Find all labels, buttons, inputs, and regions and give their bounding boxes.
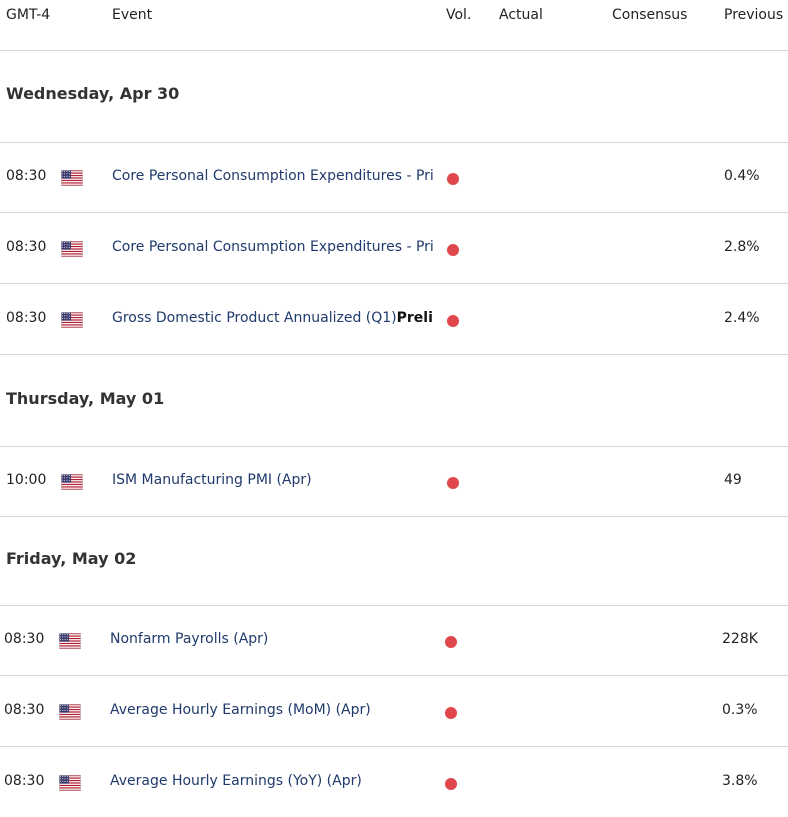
us-flag-icon: [61, 241, 83, 257]
previous-value: 2.4%: [724, 310, 760, 326]
event-title-suffix: Preli: [396, 310, 433, 326]
event-title: Average Hourly Earnings (MoM) (Apr): [110, 702, 371, 718]
event-name[interactable]: Nonfarm Payrolls (Apr): [110, 631, 268, 647]
event-name[interactable]: Gross Domestic Product Annualized (Q1)Pr…: [112, 310, 433, 326]
event-row[interactable]: 08:30 Core Personal Consumption Expenditu…: [0, 142, 788, 213]
previous-column-header: Previous: [724, 7, 784, 23]
event-name[interactable]: Core Personal Consumption Expenditures -…: [112, 239, 434, 255]
event-row[interactable]: 08:30 Average Hourly Earnings (MoM) (Apr)…: [0, 676, 788, 747]
event-time: 08:30: [4, 773, 45, 789]
event-time: 08:30: [6, 239, 47, 255]
us-flag-icon: [59, 704, 81, 720]
high-volatility-dot-icon: [447, 315, 459, 327]
event-title: Average Hourly Earnings (YoY) (Apr): [110, 773, 362, 789]
high-volatility-dot-icon: [445, 636, 457, 648]
event-name[interactable]: Average Hourly Earnings (YoY) (Apr): [110, 773, 362, 789]
event-row[interactable]: 08:30 Gross Domestic Product Annualized (…: [0, 284, 788, 355]
previous-value: 49: [724, 472, 742, 488]
day-label: Friday, May 02: [6, 549, 137, 568]
event-row[interactable]: 08:30 Average Hourly Earnings (YoY) (Apr)…: [0, 747, 788, 817]
event-title: ISM Manufacturing PMI (Apr): [112, 472, 312, 488]
us-flag-icon: [61, 474, 83, 490]
previous-value: 3.8%: [722, 773, 758, 789]
event-title: Nonfarm Payrolls (Apr): [110, 631, 269, 647]
high-volatility-dot-icon: [447, 477, 459, 489]
us-flag-icon: [61, 312, 83, 328]
event-time: 08:30: [6, 310, 47, 326]
high-volatility-dot-icon: [447, 173, 459, 185]
previous-value: 0.3%: [722, 702, 758, 718]
day-group-header: Wednesday, Apr 30: [0, 50, 788, 143]
day-group-header: Thursday, May 01: [0, 355, 788, 447]
event-row[interactable]: 08:30 Core Personal Consumption Expenditu…: [0, 213, 788, 284]
day-label: Thursday, May 01: [6, 388, 165, 408]
event-time: 10:00: [6, 472, 47, 488]
event-name[interactable]: ISM Manufacturing PMI (Apr): [112, 472, 312, 488]
event-time: 08:30: [4, 631, 45, 647]
consensus-column-header: Consensus: [612, 7, 688, 23]
event-row[interactable]: 10:00 ISM Manufacturing PMI (Apr) 49: [0, 446, 788, 517]
event-name[interactable]: Average Hourly Earnings (MoM) (Apr): [110, 702, 371, 718]
us-flag-icon: [59, 633, 81, 649]
event-column-header: Event: [112, 7, 153, 23]
day-label: Wednesday, Apr 30: [6, 84, 180, 103]
event-title: Core Personal Consumption Expenditures -…: [112, 168, 434, 184]
volatility-column-header: Vol.: [446, 7, 472, 23]
event-row[interactable]: 08:30 Nonfarm Payrolls (Apr) 228K: [0, 605, 788, 676]
event-name[interactable]: Core Personal Consumption Expenditures -…: [112, 168, 434, 184]
timezone-header: GMT-4: [6, 7, 51, 23]
actual-column-header: Actual: [499, 7, 543, 23]
event-title: Gross Domestic Product Annualized (Q1): [112, 310, 397, 326]
event-time: 08:30: [4, 702, 45, 718]
day-group-header: Friday, May 02: [0, 517, 788, 606]
table-header: GMT-4 Event Vol. Actual Consensus Previo…: [0, 0, 788, 51]
previous-value: 2.8%: [724, 239, 760, 255]
high-volatility-dot-icon: [445, 707, 457, 719]
event-time: 08:30: [6, 168, 47, 184]
event-title: Core Personal Consumption Expenditures -…: [112, 239, 434, 255]
us-flag-icon: [61, 170, 83, 186]
high-volatility-dot-icon: [445, 778, 457, 790]
previous-value: 228K: [722, 631, 758, 647]
us-flag-icon: [59, 775, 81, 791]
previous-value: 0.4%: [724, 168, 760, 184]
high-volatility-dot-icon: [447, 244, 459, 256]
